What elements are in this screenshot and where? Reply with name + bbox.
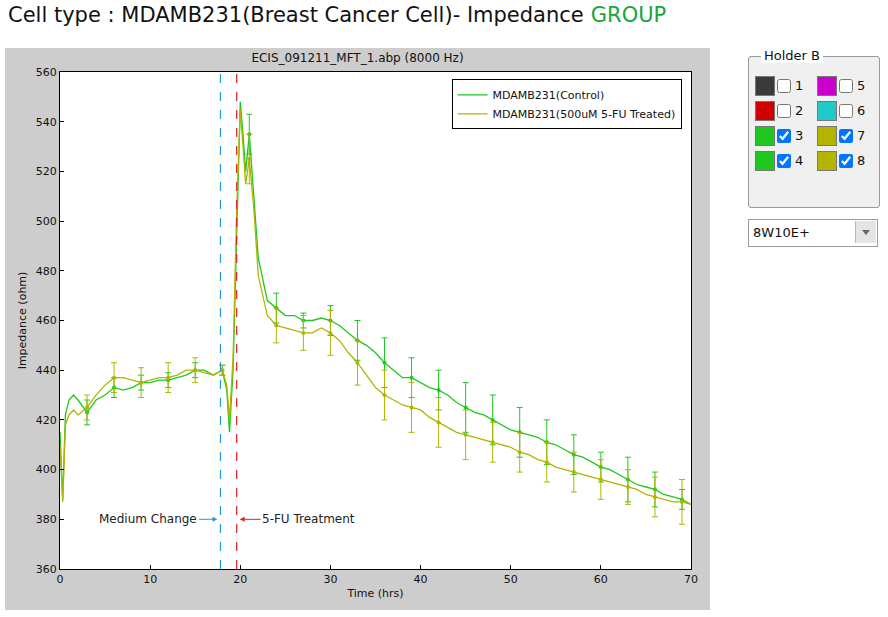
svg-text:Impedance (ohm): Impedance (ohm) — [16, 272, 29, 370]
svg-text:70: 70 — [684, 573, 698, 586]
html-text:2: 2 — [795, 103, 804, 118]
html-text:Cell type : MDAMB231(Breast Ca: Cell type : MDAMB231(Breast Cancer Cell)… — [8, 3, 667, 27]
html-text:1: 1 — [795, 78, 804, 93]
svg-text:10: 10 — [143, 573, 157, 586]
svg-text:MDAMB231(500uM 5-FU Treated): MDAMB231(500uM 5-FU Treated) — [493, 108, 676, 121]
svg-text:520: 520 — [36, 165, 57, 178]
svg-text:0: 0 — [57, 573, 64, 586]
svg-text:Medium Change: Medium Change — [99, 512, 197, 526]
html-text:8: 8 — [857, 153, 866, 168]
svg-text:480: 480 — [36, 265, 57, 278]
svg-text:360: 360 — [36, 563, 57, 576]
html-text:3: 3 — [795, 128, 804, 143]
html-text:8W10E+: 8W10E+ — [753, 225, 810, 240]
html-text:Holder B: Holder B — [764, 48, 820, 63]
svg-text:400: 400 — [36, 463, 57, 476]
html-text:6: 6 — [857, 103, 866, 118]
svg-text:40: 40 — [414, 573, 428, 586]
svg-text:420: 420 — [36, 414, 57, 427]
svg-text:50: 50 — [504, 573, 518, 586]
svg-text:440: 440 — [36, 364, 57, 377]
svg-text:560: 560 — [36, 66, 57, 79]
svg-text:460: 460 — [36, 314, 57, 327]
svg-text:20: 20 — [233, 573, 247, 586]
svg-text:500: 500 — [36, 215, 57, 228]
svg-text:380: 380 — [36, 513, 57, 526]
svg-text:30: 30 — [323, 573, 337, 586]
svg-text:540: 540 — [36, 116, 57, 129]
svg-text:ECIS_091211_MFT_1.abp (8000 Hz: ECIS_091211_MFT_1.abp (8000 Hz) — [251, 51, 463, 65]
html-text:4: 4 — [795, 153, 804, 168]
svg-text:60: 60 — [594, 573, 608, 586]
svg-text:MDAMB231(Control): MDAMB231(Control) — [493, 89, 605, 102]
svg-text:Time (hrs): Time (hrs) — [346, 587, 403, 600]
svg-text:5-FU Treatment: 5-FU Treatment — [262, 512, 355, 526]
html-text:5: 5 — [857, 78, 866, 93]
html-text:7: 7 — [857, 128, 866, 143]
